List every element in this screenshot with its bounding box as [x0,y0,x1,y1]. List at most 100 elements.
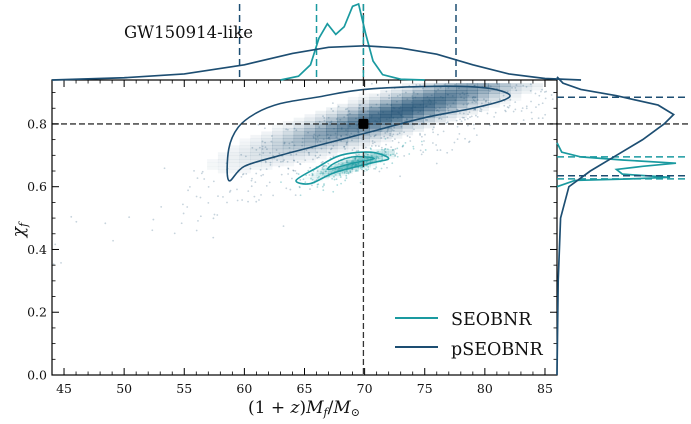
density-cell [477,107,489,112]
posterior-point [405,118,408,120]
density-cell [423,110,435,115]
posterior-point [377,145,380,148]
posterior-point [258,199,260,201]
posterior-point [311,172,314,175]
density-cell [316,167,323,171]
density-cell [380,110,392,115]
density-cell [228,155,240,160]
density-cell [326,152,338,157]
posterior-point [506,106,509,108]
density-cell [336,103,349,108]
density-cell [510,93,522,98]
posterior-point [344,148,346,150]
density-cell [466,100,479,105]
posterior-point [521,107,524,110]
posterior-point [480,102,483,105]
posterior-point [420,153,423,156]
posterior-point [456,108,459,111]
posterior-point [354,158,357,161]
x-tick-label: 60 [236,381,252,396]
density-cell [336,128,349,132]
posterior-point [311,174,314,177]
density-cell [423,83,435,87]
posterior-point [479,107,482,110]
posterior-point [345,174,348,177]
posterior-point [349,112,351,115]
posterior-point [381,148,383,151]
posterior-point [403,155,406,157]
density-cell [352,160,359,163]
density-cell [340,173,347,176]
density-cell [391,117,403,122]
posterior-point [351,139,353,142]
density-cell [358,114,370,119]
posterior-point [541,102,544,105]
posterior-point [396,117,399,120]
density-cell [364,160,371,163]
posterior-point [449,105,452,107]
posterior-point [288,142,291,145]
posterior-point [435,109,438,112]
posterior-point [355,154,357,156]
posterior-point [332,190,335,193]
posterior-point [447,107,449,110]
posterior-point [366,169,368,172]
posterior-point [458,87,460,90]
density-cell [456,110,468,115]
density-cell [391,90,403,94]
posterior-point [486,112,489,115]
posterior-point [540,90,542,93]
posterior-point [343,145,346,148]
density-cell [293,121,305,125]
density-cell [370,152,377,155]
density-cell [382,149,389,152]
posterior-point [355,164,358,166]
density-cell [293,138,305,143]
posterior-point [355,170,357,173]
posterior-point [247,190,250,193]
density-cell [380,131,392,136]
density-cell [352,164,359,167]
density-cell [358,156,365,159]
posterior-point [351,160,353,162]
density-cell [239,152,251,157]
density-cell [310,173,317,176]
posterior-point [317,156,320,159]
density-cell [282,162,295,167]
density-cell [293,141,305,146]
posterior-point [391,135,394,138]
posterior-point [391,110,394,113]
posterior-point [514,108,517,111]
posterior-point [321,185,324,188]
posterior-point [104,222,107,225]
posterior-point [398,132,401,135]
density-cell [391,93,403,98]
posterior-point [313,133,316,136]
posterior-point [265,184,268,187]
posterior-point [392,116,395,119]
density-cell [423,90,435,94]
posterior-point [320,170,323,173]
density-cell [434,117,446,122]
posterior-point [409,140,412,142]
density-cell [326,128,338,132]
density-cell [346,165,353,169]
posterior-point [369,147,372,150]
density-cell [412,114,424,119]
density-cell [336,134,349,139]
posterior-point [186,206,189,208]
density-cell [334,164,341,167]
density-cell [336,124,349,129]
posterior-point [447,86,450,89]
density-cell [336,145,349,150]
density-cell [304,148,316,153]
posterior-point [304,159,307,162]
posterior-point [472,98,475,101]
seobnr-contour-90 [295,151,390,185]
posterior-point [356,124,359,127]
posterior-point [369,135,372,138]
posterior-point [341,167,343,170]
density-cell [316,175,323,178]
posterior-point [435,162,438,165]
posterior-point [487,101,490,104]
